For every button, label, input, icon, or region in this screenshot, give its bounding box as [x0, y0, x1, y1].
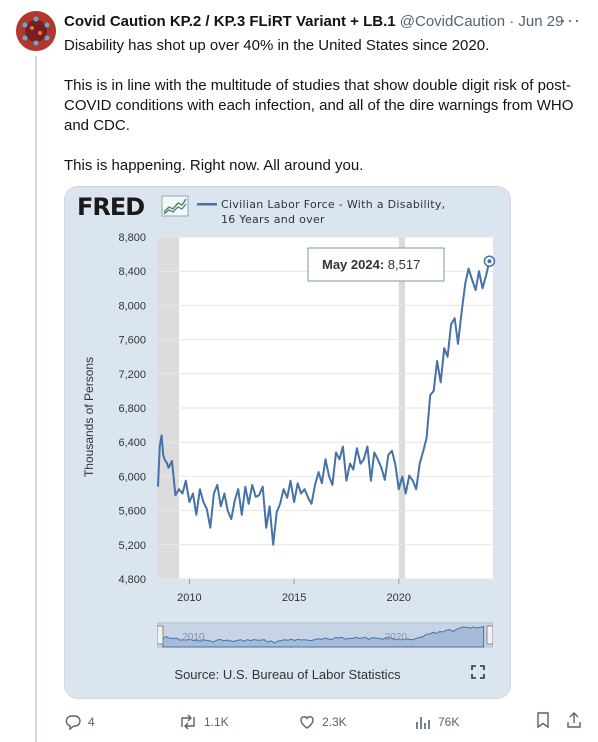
- navigator-label: 2010: [182, 632, 205, 643]
- tooltip-value: 8,517: [388, 257, 421, 272]
- repost-count: 1.1K: [204, 715, 229, 729]
- highlight-point-center: [487, 259, 492, 264]
- source-text: Source: U.S. Bureau of Labor Statistics: [174, 667, 401, 682]
- y-tick-label: 8,800: [118, 232, 146, 244]
- y-tick-label: 4,800: [118, 574, 146, 586]
- fred-logo: FRED: [77, 193, 145, 221]
- legend-label: Civilian Labor Force - With a Disability…: [221, 198, 446, 226]
- y-tick-label: 7,600: [118, 335, 146, 347]
- post-text-3: This is happening. Right now. All around…: [64, 157, 364, 174]
- reply-icon: [65, 715, 81, 731]
- navigator-series: [162, 625, 485, 648]
- post-text-1: Disability has shot up over 40% in the U…: [64, 37, 490, 54]
- line-chart: 4,800 5,200 5,600 6,000 6,400 6,800 7,200 7,600…: [118, 232, 496, 604]
- handle[interactable]: @CovidCaution: [399, 13, 506, 30]
- y-axis-title-text: Thousands of Persons: [82, 357, 96, 477]
- repost-action[interactable]: 1.1K: [178, 712, 229, 732]
- avatar[interactable]: [16, 11, 56, 51]
- more-icon[interactable]: ···: [560, 10, 581, 30]
- tooltip-text: May 2024: 8,517: [322, 257, 420, 272]
- fred-logo-icon: [161, 195, 189, 217]
- fred-chart-card[interactable]: FRED Civilian Labor Force - With a Disab…: [64, 186, 511, 699]
- legend-swatch: [197, 203, 217, 206]
- like-count: 2.3K: [322, 715, 347, 729]
- y-tick-label: 8,400: [118, 266, 146, 278]
- y-axis-title: Thousands of Persons: [82, 357, 96, 477]
- y-tick-label: 5,600: [118, 506, 146, 518]
- post-date[interactable]: Jun 29: [518, 13, 564, 30]
- separator: ·: [509, 13, 515, 30]
- y-tick-label: 6,000: [118, 471, 146, 483]
- display-name[interactable]: Covid Caution KP.2 / KP.3 FLiRT Variant …: [64, 13, 396, 30]
- x-tick-label: 2015: [282, 592, 306, 604]
- bookmark-icon[interactable]: [534, 711, 552, 729]
- repost-icon: [181, 714, 195, 730]
- views-icon: [416, 717, 430, 729]
- heart-icon: [300, 716, 314, 729]
- thread-line: [35, 56, 37, 742]
- tooltip-box: [307, 247, 445, 282]
- share-icon[interactable]: [565, 711, 583, 729]
- like-action[interactable]: 2.3K: [298, 712, 347, 732]
- views-action[interactable]: 76K: [414, 712, 459, 732]
- navigator-right-handle[interactable]: [486, 625, 493, 645]
- post-text-2: This is in line with the multitude of st…: [64, 77, 574, 134]
- range-navigator[interactable]: 2010 2020: [157, 621, 493, 649]
- x-tick-label: 2010: [177, 592, 201, 604]
- views-count: 76K: [438, 715, 460, 729]
- tooltip-label: May 2024:: [322, 257, 388, 272]
- post-header: Covid Caution KP.2 / KP.3 FLiRT Variant …: [64, 13, 563, 30]
- reply-action[interactable]: 4: [64, 712, 95, 732]
- expand-icon[interactable]: [471, 665, 485, 679]
- navigator-left-handle[interactable]: [157, 625, 164, 645]
- y-tick-label: 8,000: [118, 300, 146, 312]
- y-tick-label: 7,200: [118, 369, 146, 381]
- y-tick-label: 6,400: [118, 437, 146, 449]
- series-line: [157, 260, 491, 546]
- y-tick-label: 6,800: [118, 403, 146, 415]
- x-tick-label: 2020: [387, 592, 411, 604]
- y-tick-label: 5,200: [118, 540, 146, 552]
- navigator-label: 2020: [385, 632, 408, 643]
- reply-count: 4: [88, 715, 95, 729]
